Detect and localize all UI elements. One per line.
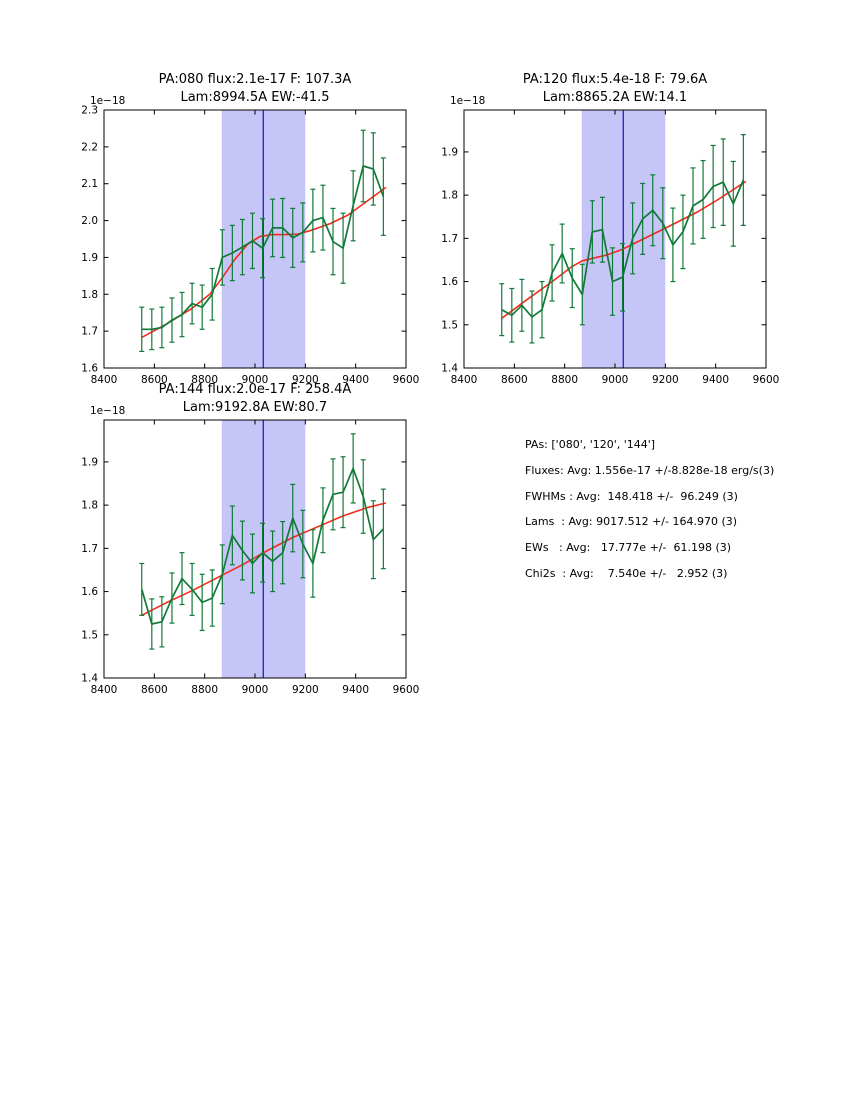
stats-line-fluxes: Fluxes: Avg: 1.556e-17 +/-8.828e-18 erg/… xyxy=(525,463,775,477)
y-axis-offset-label: 1e−18 xyxy=(90,95,125,107)
plot-title-line2: Lam:8994.5A EW:-41.5 xyxy=(180,90,330,105)
y-axis-offset-label: 1e−18 xyxy=(90,405,125,417)
stats-line-ews: EWs : Avg: 17.777e +/- 61.198 (3) xyxy=(525,541,732,555)
y-axis-offset-label: 1e−18 xyxy=(450,95,485,107)
x-tick-label: 8600 xyxy=(141,374,168,386)
x-tick-label: 8600 xyxy=(501,374,528,386)
y-tick-label: 1.7 xyxy=(441,233,458,245)
y-tick-label: 1.4 xyxy=(441,363,458,375)
stats-line-lams: Lams : Avg: 9017.512 +/- 164.970 (3) xyxy=(525,515,738,529)
plot-title-line1: PA:144 flux:2.0e-17 F: 258.4A xyxy=(158,382,352,397)
spectrum-plot-pa080: PA:080 flux:2.1e-17 F: 107.3A Lam:8994.5… xyxy=(64,66,444,401)
fit-curve xyxy=(501,180,747,319)
x-tick-label: 9600 xyxy=(393,374,420,386)
fit-curve xyxy=(141,186,387,339)
x-tick-label: 9200 xyxy=(292,684,319,696)
spectrum-plot-pa144: PA:144 flux:2.0e-17 F: 258.4A Lam:9192.8… xyxy=(64,376,444,711)
y-tick-label: 1.8 xyxy=(81,500,98,512)
y-tick-label: 1.5 xyxy=(81,629,98,641)
y-tick-label: 1.6 xyxy=(81,586,98,598)
plot-area: 8400 8600 8800 9000 9200 9400 9600 1.4 1.5 1.6 1.7… xyxy=(441,95,780,386)
spectrum-plot-pa120: PA:120 flux:5.4e-18 F: 79.6A Lam:8865.2A… xyxy=(424,66,804,401)
stats-line-chi2s: Chi2s : Avg: 7.540e +/- 2.952 (3) xyxy=(525,566,728,580)
stats-line-fwhms: FWHMs : Avg: 148.418 +/- 96.249 (3) xyxy=(525,489,738,503)
y-tick-label: 1.5 xyxy=(441,319,458,331)
spectrum-line xyxy=(140,467,385,625)
y-tick-label: 1.7 xyxy=(81,543,98,555)
x-tick-label: 9400 xyxy=(702,374,729,386)
x-tick-label: 9000 xyxy=(602,374,629,386)
y-tick-label: 1.6 xyxy=(441,276,458,288)
x-tick-label: 9200 xyxy=(292,374,319,386)
plot-area: 8400 8600 8800 9000 9200 9400 9600 1.4 1.5 1.6 1.7… xyxy=(81,405,420,696)
y-tick-label: 1.9 xyxy=(441,146,458,158)
y-tick-label: 1.4 xyxy=(81,673,98,685)
x-tick-label: 9000 xyxy=(242,374,269,386)
y-tick-label: 1.6 xyxy=(81,363,98,375)
plot-title-line2: Lam:9192.8A EW:80.7 xyxy=(182,400,328,415)
y-tick-label: 1.7 xyxy=(81,326,98,338)
x-tick-label: 9600 xyxy=(753,374,780,386)
y-tick-label: 2.3 xyxy=(81,105,98,117)
y-tick-label: 2.1 xyxy=(81,178,98,190)
x-tick-label: 8400 xyxy=(451,374,478,386)
stats-panel: PAs: ['080', '120', '144'] Fluxes: Avg: … xyxy=(525,432,774,587)
x-tick-label: 8800 xyxy=(191,684,218,696)
plot-title-line1: PA:080 flux:2.1e-17 F: 107.3A xyxy=(158,72,352,87)
x-tick-label: 8400 xyxy=(91,374,118,386)
x-tick-label: 9400 xyxy=(342,374,369,386)
y-tick-label: 2.2 xyxy=(81,141,98,153)
plot-title-line1: PA:120 flux:5.4e-18 F: 79.6A xyxy=(522,72,708,87)
x-tick-label: 8800 xyxy=(191,374,218,386)
fit-curve xyxy=(141,502,387,617)
plot-area: 8400 8600 8800 9000 9200 9400 9600 1.6 1.7 1.8 1.9… xyxy=(81,95,420,386)
x-tick-label: 9600 xyxy=(393,684,420,696)
y-tick-label: 2.0 xyxy=(81,215,98,227)
y-tick-label: 1.8 xyxy=(81,289,98,301)
x-tick-label: 8400 xyxy=(91,684,118,696)
y-tick-label: 1.8 xyxy=(441,190,458,202)
y-tick-label: 1.9 xyxy=(81,252,98,264)
spectrum-line xyxy=(141,165,385,331)
spectrum-line xyxy=(501,179,745,318)
x-tick-label: 8800 xyxy=(551,374,578,386)
x-tick-label: 9000 xyxy=(242,684,269,696)
y-tick-label: 1.9 xyxy=(81,456,98,468)
plot-title-line2: Lam:8865.2A EW:14.1 xyxy=(542,90,688,105)
stats-line-pas: PAs: ['080', '120', '144'] xyxy=(525,438,656,451)
x-tick-label: 9400 xyxy=(342,684,369,696)
x-tick-label: 9200 xyxy=(652,374,679,386)
x-tick-label: 8600 xyxy=(141,684,168,696)
